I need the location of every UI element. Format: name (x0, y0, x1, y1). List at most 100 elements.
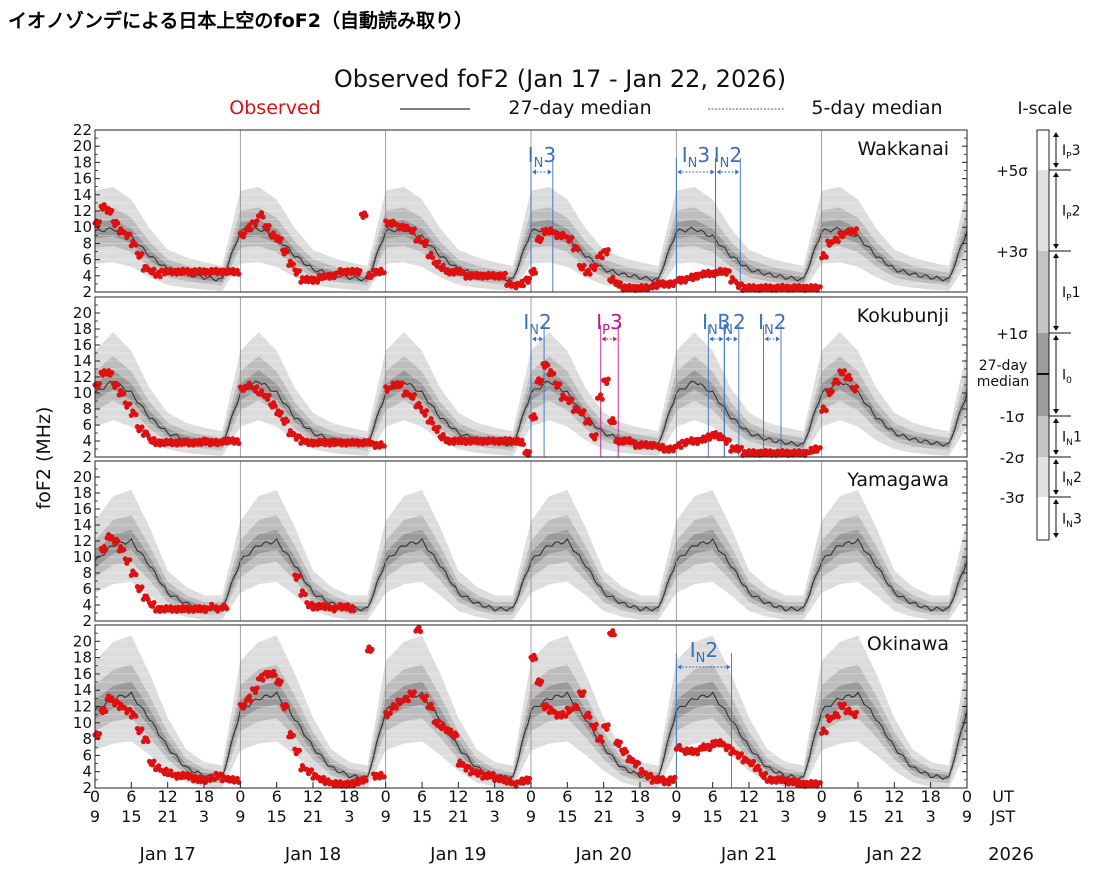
year-label: 2026 (988, 844, 1034, 865)
iscale-category-label: IN2 (1062, 470, 1082, 489)
band-outer (95, 186, 241, 291)
observed-point (139, 251, 145, 257)
band-inner (676, 529, 822, 612)
y-tick-label: 6 (82, 251, 92, 269)
x-tick-label-ut: 18 (775, 787, 795, 806)
observed-point (593, 721, 599, 728)
y-tick-label: 14 (73, 352, 92, 370)
y-tick-label: 10 (73, 548, 92, 566)
x-tick-label-ut: 6 (272, 787, 282, 806)
y-tick-label: 2 (82, 448, 92, 466)
observed-point (592, 436, 598, 442)
y-tick-label: 6 (82, 746, 92, 764)
observed-point (604, 380, 610, 386)
x-tick-label-jst: 15 (412, 807, 432, 826)
iscale-band (1037, 457, 1049, 497)
y-tick-label: 10 (73, 714, 92, 732)
x-tick-label-jst: 3 (926, 807, 936, 826)
station-name: Kokubunji (857, 305, 949, 327)
observed-point (284, 249, 290, 255)
x-tick-label-ut: 12 (448, 787, 468, 806)
observed-point (272, 672, 278, 678)
annotation-label: IN2 (523, 310, 551, 338)
annotation-arrowhead-left (716, 169, 721, 175)
iscale-arrowhead-down (1053, 163, 1059, 168)
band-inner (821, 681, 967, 781)
observed-point (726, 268, 732, 274)
y-tick-label: 8 (82, 564, 92, 582)
observed-point (260, 677, 266, 683)
y-tick-label: 12 (73, 698, 92, 716)
observed-point (139, 584, 145, 590)
x-tick-label-jst: 3 (344, 807, 354, 826)
y-tick-label: 16 (73, 665, 92, 683)
annotation-arrowhead-right (733, 336, 738, 342)
iscale-arrowhead-up (1053, 132, 1059, 137)
annotation-label: IP3 (596, 310, 622, 338)
iscale-band (1037, 130, 1049, 170)
observed-point (151, 600, 157, 606)
x-tick-label-ut: 0 (90, 787, 100, 806)
observed-point (351, 608, 357, 614)
x-tick-label-ut: 0 (671, 787, 681, 806)
observed-point (623, 749, 630, 755)
observed-point (823, 729, 829, 736)
observed-point (513, 285, 519, 291)
x-tick-label-ut: 0 (526, 787, 536, 806)
observed-point (246, 380, 252, 386)
observed-point (417, 628, 424, 635)
y-tick-label: 20 (73, 137, 92, 155)
observed-point (690, 276, 696, 283)
band-mid (821, 356, 967, 451)
x-tick-label-jst: 21 (884, 807, 904, 826)
x-tick-label-jst: 3 (199, 807, 209, 826)
observed-point (593, 432, 599, 438)
observed-point (103, 708, 109, 715)
observed-point (835, 380, 841, 386)
observed-point (611, 632, 617, 638)
observed-point (817, 445, 823, 451)
observed-point (278, 409, 284, 415)
legend-observed-label: Observed (229, 97, 320, 119)
band-inner (95, 681, 241, 781)
observed-point (575, 247, 581, 253)
x-tick-label-jst: 3 (780, 807, 790, 826)
observed-point (387, 710, 393, 717)
iscale-frame (1036, 129, 1050, 541)
observed-point (694, 275, 701, 281)
observed-point (156, 763, 162, 769)
observed-point (278, 678, 284, 685)
observed-point (302, 591, 308, 598)
observed-point (829, 388, 835, 394)
annotation-arrowhead-left (532, 336, 536, 342)
observed-point (846, 372, 852, 378)
observed-point (252, 222, 259, 228)
annotation-label: IN3 (528, 143, 556, 171)
annotation-arrowhead-left (677, 169, 682, 175)
observed-point (381, 443, 387, 449)
x-tick-label-jst: 21 (739, 807, 759, 826)
observed-point (761, 775, 767, 781)
observed-point (163, 766, 169, 773)
iscale-arrowhead-up (1053, 335, 1059, 340)
observed-point (416, 235, 422, 241)
observed-point (357, 268, 363, 274)
observed-point (539, 678, 545, 685)
y-tick-label: 2 (82, 612, 92, 630)
observed-point (296, 747, 302, 754)
x-tick-label-jst: 15 (702, 807, 722, 826)
observed-point (763, 770, 769, 776)
observed-point (598, 392, 604, 398)
y-tick-label: 4 (82, 596, 92, 614)
observed-point (670, 448, 676, 454)
observed-point (423, 693, 430, 699)
annotation-arrowhead-left (677, 664, 682, 670)
observed-point (605, 722, 611, 728)
x-tick-label-ut: 12 (303, 787, 323, 806)
annotation-arrowhead-right (726, 664, 731, 670)
observed-point (581, 262, 587, 268)
observed-point (278, 236, 284, 242)
observed-point (539, 377, 545, 383)
band-inner (821, 370, 967, 448)
